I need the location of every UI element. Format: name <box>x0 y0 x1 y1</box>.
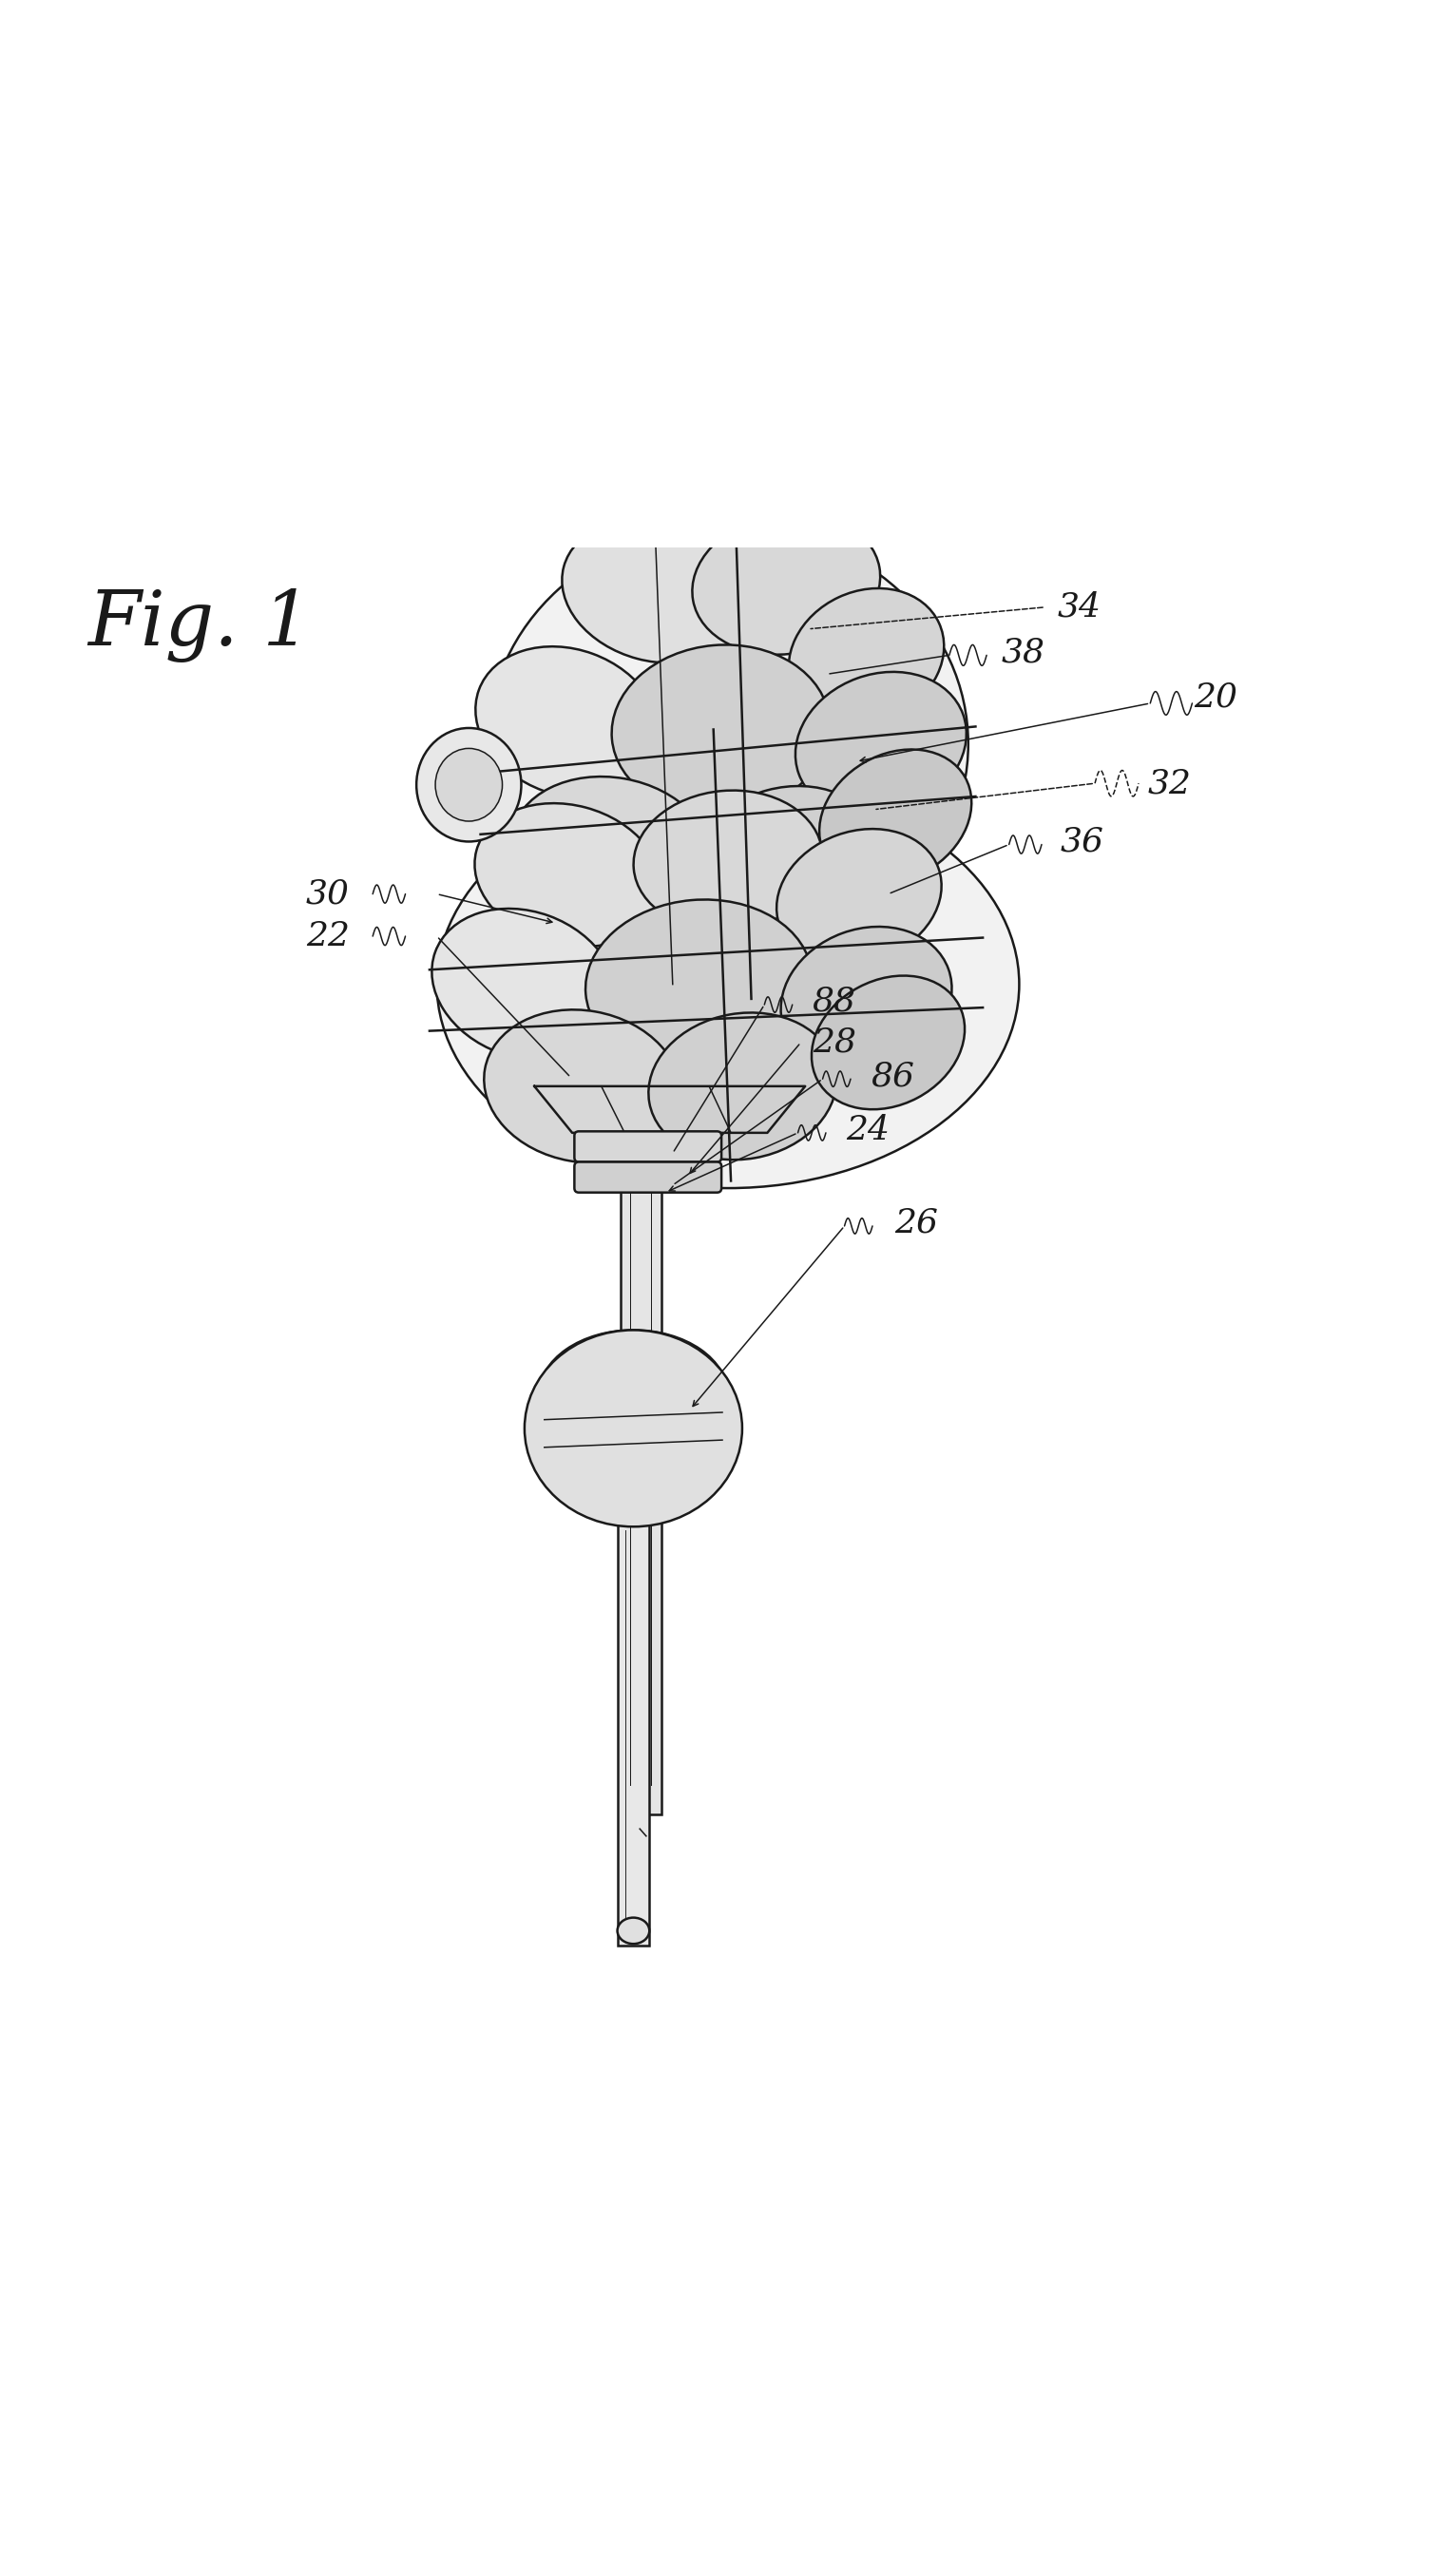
Ellipse shape <box>795 671 967 816</box>
Ellipse shape <box>539 1329 728 1462</box>
Ellipse shape <box>510 776 713 931</box>
Ellipse shape <box>820 750 971 885</box>
Ellipse shape <box>524 1329 743 1525</box>
Ellipse shape <box>693 786 879 936</box>
Text: 32: 32 <box>1147 768 1191 798</box>
Ellipse shape <box>780 926 952 1071</box>
Ellipse shape <box>475 804 661 946</box>
Ellipse shape <box>648 1013 837 1161</box>
Text: 30: 30 <box>306 878 349 911</box>
Text: 34: 34 <box>1057 592 1101 622</box>
Ellipse shape <box>789 589 943 724</box>
Text: 24: 24 <box>846 1115 890 1145</box>
Ellipse shape <box>543 1400 724 1520</box>
Text: 86: 86 <box>871 1059 914 1092</box>
Ellipse shape <box>435 747 502 821</box>
FancyBboxPatch shape <box>574 1130 722 1161</box>
Ellipse shape <box>416 727 521 842</box>
Text: 22: 22 <box>306 921 349 952</box>
Ellipse shape <box>483 1010 681 1163</box>
Text: 26: 26 <box>894 1207 938 1240</box>
Ellipse shape <box>476 645 660 798</box>
Polygon shape <box>534 1087 805 1133</box>
Ellipse shape <box>437 781 1019 1189</box>
Ellipse shape <box>612 645 830 814</box>
Text: 36: 36 <box>1060 827 1104 857</box>
Ellipse shape <box>776 829 942 964</box>
Ellipse shape <box>488 526 968 962</box>
Text: 28: 28 <box>812 1026 856 1059</box>
Text: 38: 38 <box>1002 635 1045 668</box>
Bar <box>617 1515 649 1946</box>
Ellipse shape <box>617 1918 649 1944</box>
Ellipse shape <box>692 513 881 656</box>
FancyBboxPatch shape <box>574 1161 722 1191</box>
Ellipse shape <box>432 908 616 1061</box>
Text: Fig. 1: Fig. 1 <box>87 589 312 663</box>
Ellipse shape <box>633 791 823 931</box>
Ellipse shape <box>811 974 965 1110</box>
Text: 88: 88 <box>812 985 856 1018</box>
Bar <box>620 1133 661 1814</box>
Text: 20: 20 <box>1194 681 1238 714</box>
Ellipse shape <box>585 901 812 1069</box>
Ellipse shape <box>562 520 748 663</box>
